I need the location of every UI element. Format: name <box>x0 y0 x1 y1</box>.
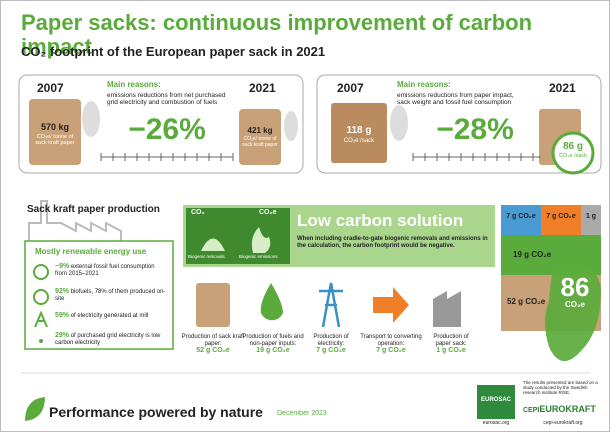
removals: Biogenic removals <box>188 255 225 260</box>
reasons: emissions reductions from net purchased … <box>107 92 237 106</box>
value: 421 kg <box>239 127 281 136</box>
eurokraft-name: EUROKRAFT <box>539 404 596 414</box>
contribution-value: 7 g CO₂e <box>359 347 423 355</box>
item-text: of purchased grid electricity is low car… <box>55 333 160 346</box>
cepi: CEPI <box>523 407 539 414</box>
contribution-label: Production of paper sack: <box>425 334 477 347</box>
unit: CO₂e /sack <box>555 153 591 159</box>
energy-title: Mostly renewable energy use <box>35 248 146 257</box>
year: 2021 <box>549 82 576 95</box>
contribution-label: Transport to converting operation: <box>359 334 423 347</box>
low-carbon-title: Low carbon solution <box>297 212 463 231</box>
icon-arrow <box>373 287 409 323</box>
cell-label: 19 g CO₂e <box>513 251 551 260</box>
reasons: emissions reductions from paper impact, … <box>397 92 527 106</box>
year: 2021 <box>249 82 276 95</box>
unit: CO₂e/ tonne of sack kraft paper <box>241 137 279 148</box>
low-carbon-text: When including cradle-to-gate biogenic r… <box>297 236 489 249</box>
year: 2007 <box>37 82 64 95</box>
contribution-value: 19 g CO₂e <box>241 347 305 355</box>
cell-label: 7 g CO₂e <box>543 213 579 221</box>
icon-drop <box>261 283 283 320</box>
date: December 2023 <box>277 410 327 418</box>
value: 570 kg <box>29 123 81 133</box>
footprint <box>390 105 408 141</box>
eurokraft-url: cepi-eurokraft.org <box>523 421 603 427</box>
eurosac-url: eurosac.org <box>471 421 521 427</box>
icon-pylon <box>319 283 343 327</box>
co2: CO₂ <box>191 209 205 217</box>
cell-label: 7 g CO₂e <box>503 213 539 221</box>
contribution-label: Production of fuels and non-paper inputs… <box>241 334 305 347</box>
total-unit: CO₂e <box>553 301 597 310</box>
contribution: Production of sack kraft paper:52 g CO₂e <box>181 334 245 355</box>
footprint <box>284 111 298 141</box>
total: 86 <box>549 273 601 302</box>
contribution: Production of fuels and non-paper inputs… <box>241 334 305 355</box>
change: −28% <box>417 113 533 146</box>
energy-item: 92% biofuels, 78% of them produced on-si… <box>55 288 167 302</box>
icon <box>39 339 43 343</box>
highlight: 59% <box>55 312 69 319</box>
contribution-label: Production of sack kraft paper: <box>181 334 245 347</box>
icon-sack <box>196 283 230 327</box>
year: 2007 <box>337 82 364 95</box>
energy-item: −9% external fossil fuel consumption fro… <box>55 263 167 277</box>
item-text: biofuels, 78% of them produced on-site <box>55 289 165 302</box>
item-text: external fossil fuel consumption from 20… <box>55 264 155 277</box>
contribution-label: Production of electricity: <box>305 334 357 347</box>
energy-item: 59% of electricity generated at mill <box>55 312 167 320</box>
reasons-title: Main reasons: <box>397 81 451 90</box>
value: 118 g <box>331 125 387 136</box>
emissions: Biogenic emissions <box>239 255 278 260</box>
slogan: Performance powered by nature <box>49 405 263 420</box>
co2e: CO₂e <box>259 209 277 217</box>
eurosac: EUROSAC <box>477 397 515 404</box>
leaf <box>25 397 45 421</box>
reasons-title: Main reasons: <box>107 81 161 90</box>
contribution: Transport to converting operation:7 g CO… <box>359 334 423 355</box>
footprint <box>82 101 100 137</box>
contribution-value: 52 g CO₂e <box>181 347 245 355</box>
unit: CO₂e /sack <box>335 138 383 145</box>
highlight: 92% <box>55 288 69 295</box>
change: −26% <box>111 113 223 146</box>
note: The results presented are based on a stu… <box>523 381 603 396</box>
eurokraft: CEPIEUROKRAFT <box>523 405 596 415</box>
highlight: −9% <box>55 263 69 270</box>
icon-factory <box>433 291 461 327</box>
cell-label: 1 g <box>581 213 601 221</box>
contribution-value: 1 g CO₂e <box>425 347 477 355</box>
cell-label: 52 g CO₂e <box>507 298 545 307</box>
contribution-value: 7 g CO₂e <box>305 347 357 355</box>
value: 86 g <box>553 141 593 152</box>
subtitle: CO₂ footprint of the European paper sack… <box>21 45 325 59</box>
infographic: Paper sacks: continuous improvement of c… <box>0 0 610 432</box>
contribution: Production of paper sack:1 g CO₂e <box>425 334 477 355</box>
contribution: Production of electricity:7 g CO₂e <box>305 334 357 355</box>
energy-item: 29% of purchased grid electricity is low… <box>55 332 167 346</box>
section-title: Sack kraft paper production <box>27 204 160 215</box>
highlight: 29% <box>55 332 69 339</box>
unit: CO₂e/ tonne of sack kraft paper <box>31 134 79 146</box>
item-text: of electricity generated at mill <box>71 313 149 319</box>
